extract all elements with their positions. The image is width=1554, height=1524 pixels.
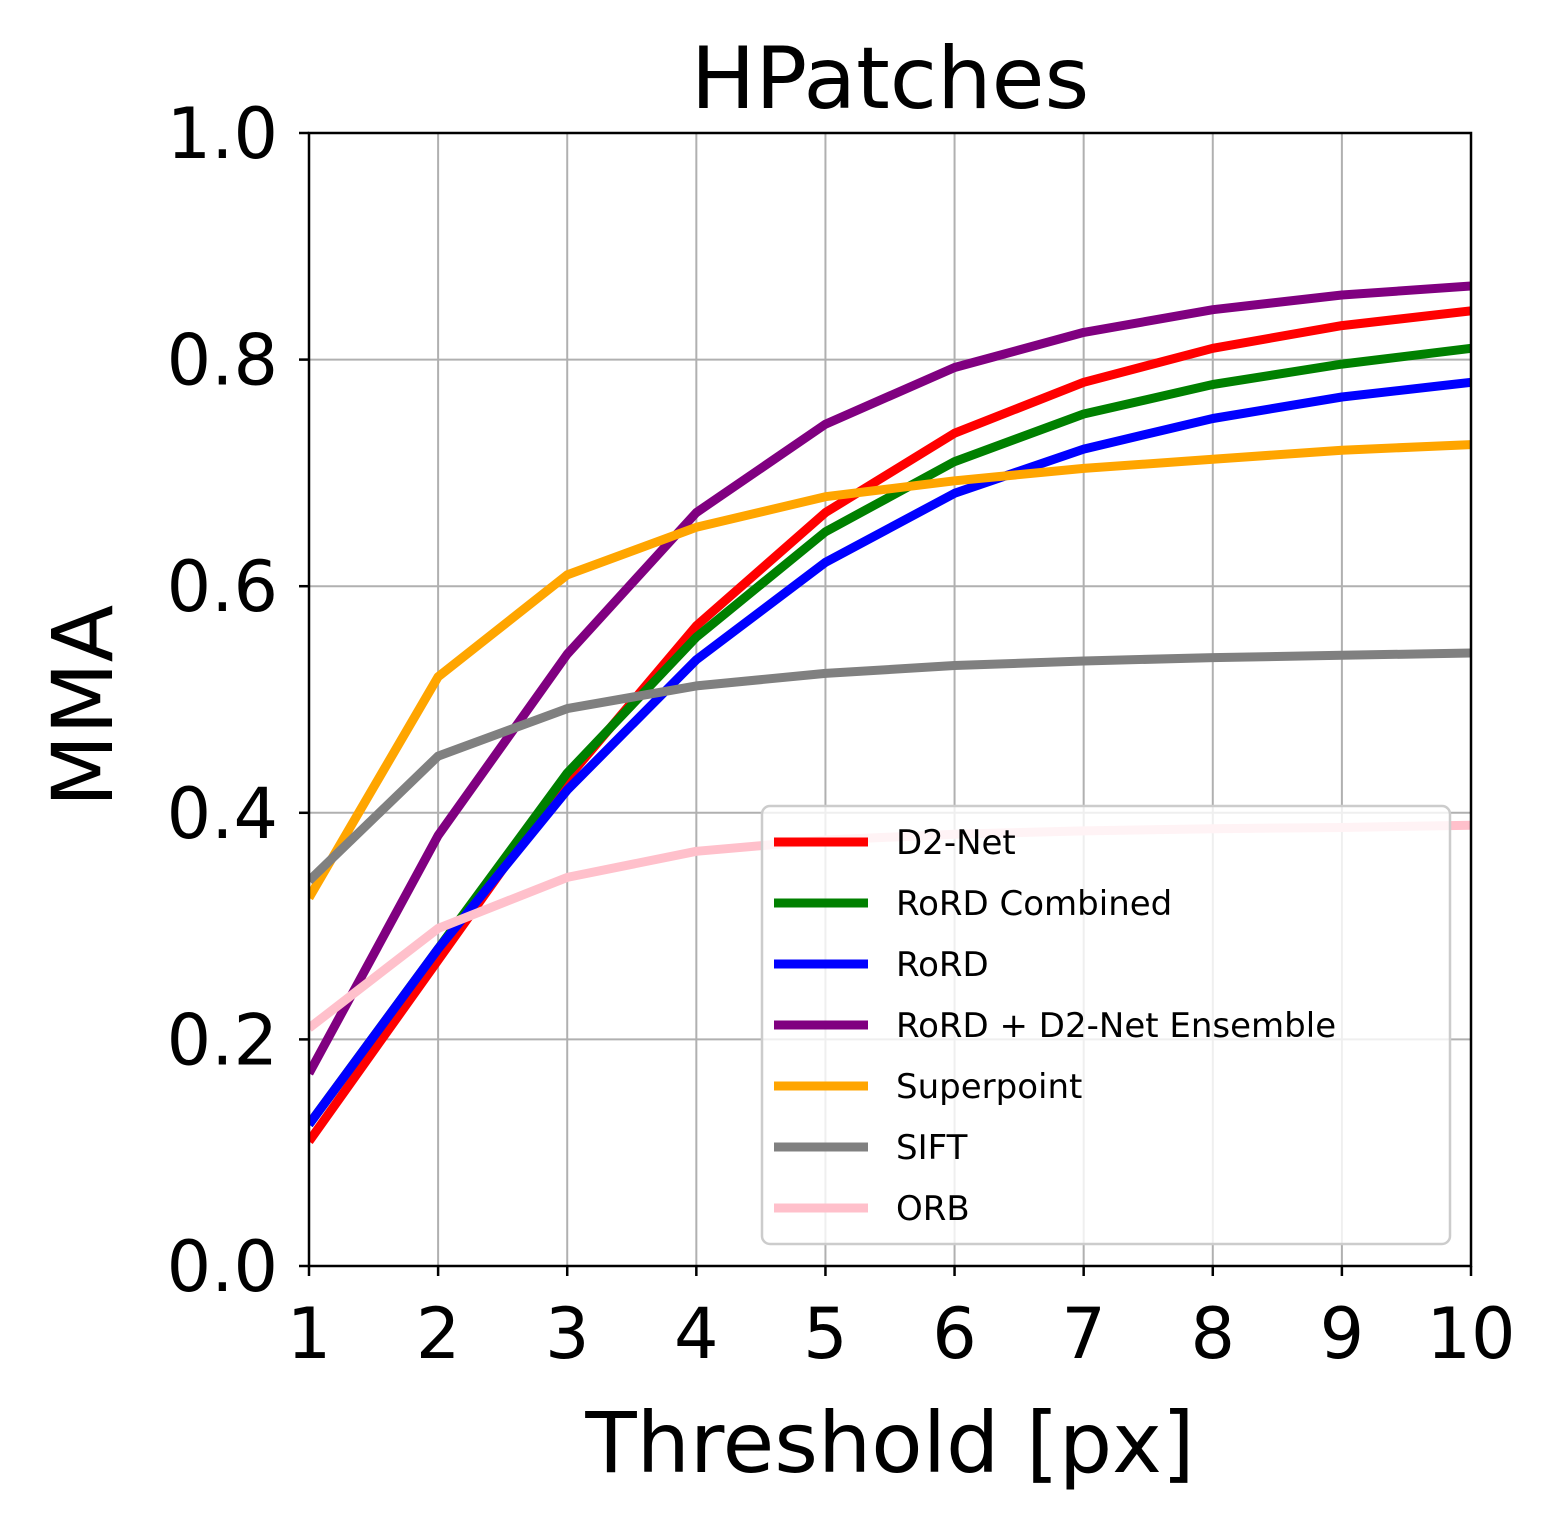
y-tick-label: 0.4: [167, 773, 278, 855]
x-tick-label: 5: [803, 1293, 848, 1375]
axis-ticks: 1 2 3 4 5 6 7 8 9 10 0.0 0.2 0.4 0.6 0.8 1.0: [167, 93, 1516, 1375]
y-tick-label: 0.8: [167, 320, 278, 402]
y-axis-label: MMA: [34, 605, 132, 807]
legend-label: RoRD: [896, 945, 989, 985]
x-tick-label: 4: [674, 1293, 719, 1375]
series-line-superpoint: [309, 440, 1471, 901]
x-tick-label: 3: [545, 1293, 590, 1375]
x-tick-label: 2: [416, 1293, 461, 1375]
plot-frame: [307, 131, 1473, 1268]
x-tick-label: 10: [1426, 1293, 1515, 1375]
y-tick-label: 0.2: [167, 999, 278, 1081]
y-tick-label: 0.6: [167, 546, 278, 628]
legend-label: RoRD Combined: [896, 884, 1172, 924]
legend-label: ORB: [896, 1189, 970, 1229]
y-tick-label: 0.0: [167, 1226, 278, 1308]
series-line-rord-combined: [309, 343, 1471, 1128]
y-tick-label: 1.0: [167, 93, 278, 175]
series-line-rord-d2-net-ensemble: [309, 281, 1471, 1076]
legend: D2-Net RoRD Combined RoRD RoRD + D2-Net Ens…: [760, 804, 1452, 1246]
x-tick-label: 9: [1320, 1293, 1365, 1375]
series-line-rord: [309, 377, 1471, 1128]
legend-label: D2-Net: [896, 823, 1016, 863]
legend-label: RoRD + D2-Net Ensemble: [896, 1006, 1336, 1046]
legend-label: Superpoint: [896, 1067, 1082, 1107]
x-tick-label: 8: [1191, 1293, 1236, 1375]
series-line-sift: [309, 648, 1471, 885]
x-tick-label: 7: [1061, 1293, 1106, 1375]
chart-title: HPatches: [691, 29, 1090, 129]
x-tick-label: 6: [932, 1293, 977, 1375]
x-tick-label: 1: [287, 1293, 332, 1375]
legend-label: SIFT: [896, 1128, 968, 1168]
plot-lines: [309, 281, 1471, 1145]
legend-box: [760, 804, 1452, 1246]
x-axis-label: Threshold [px]: [584, 1394, 1194, 1492]
